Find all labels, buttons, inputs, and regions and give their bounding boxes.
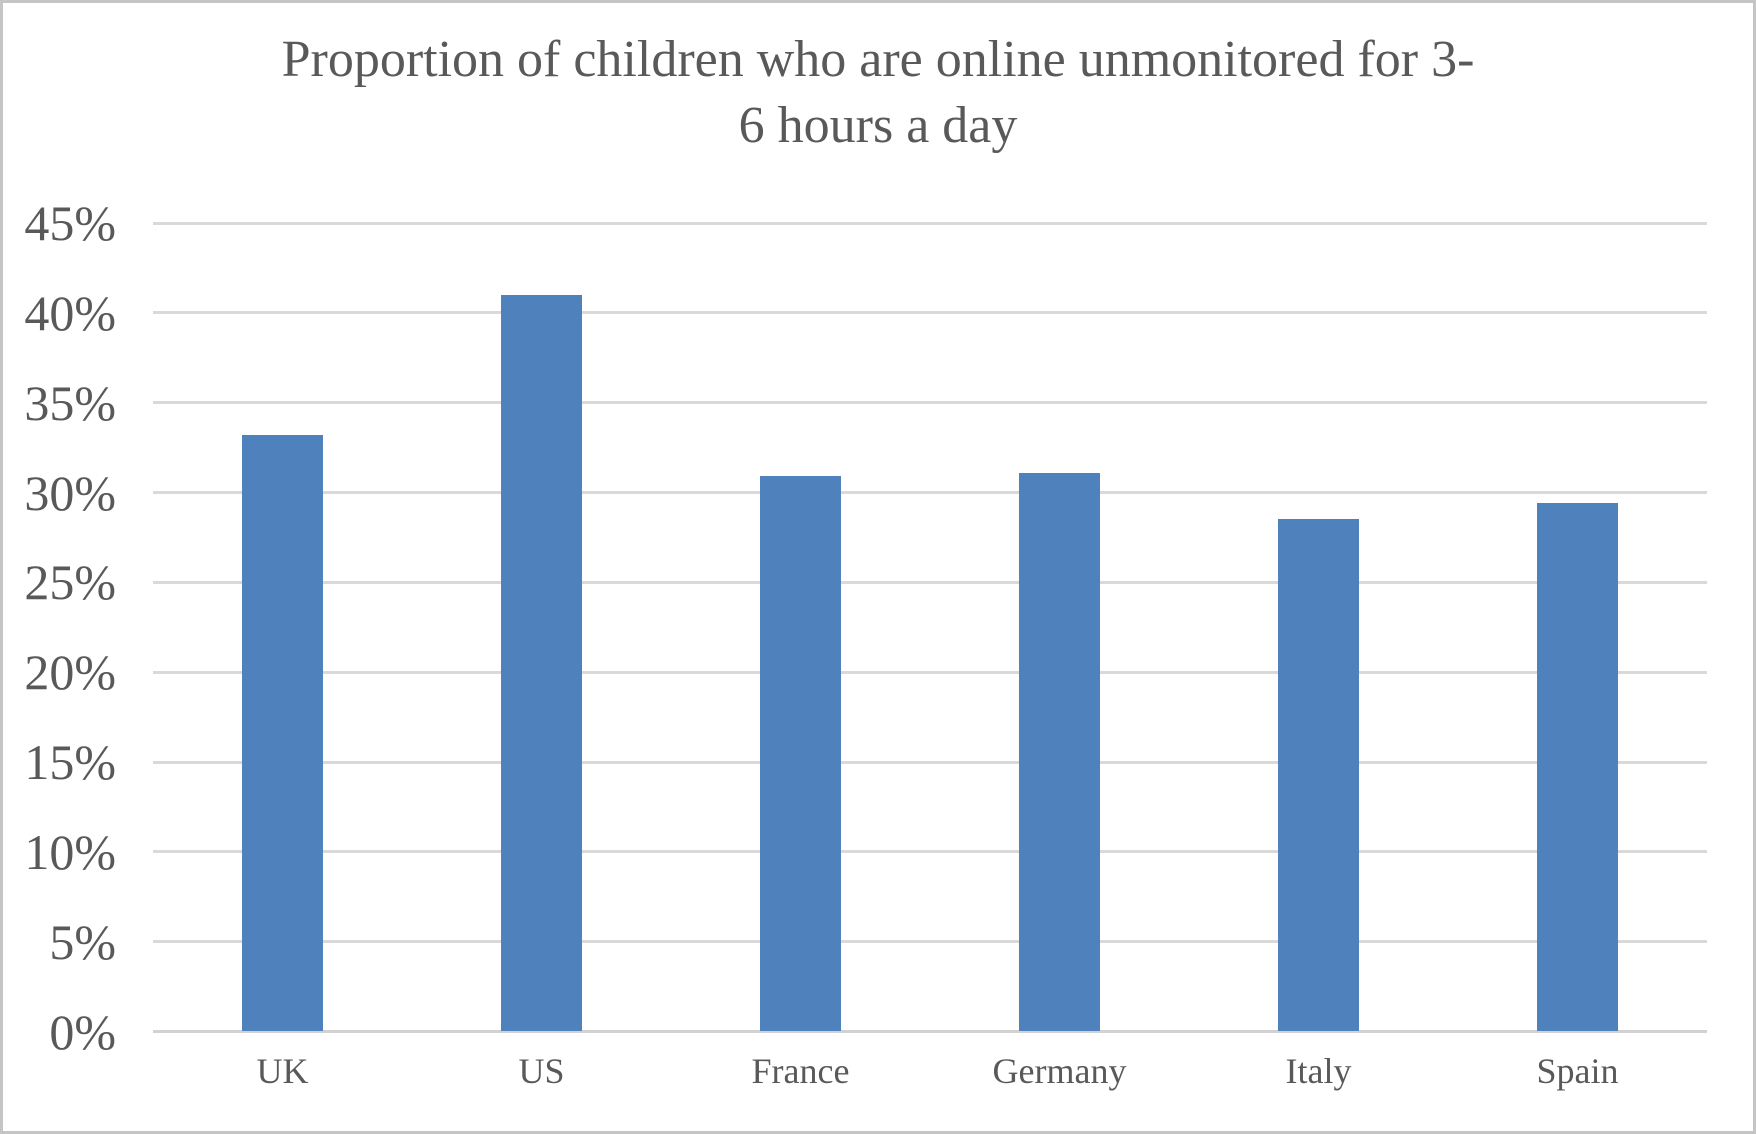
chart-title-line-1: Proportion of children who are online un… — [281, 31, 1475, 88]
bar-france — [760, 476, 841, 1032]
bar-us — [501, 294, 582, 1032]
x-axis-label-germany: Germany — [992, 1051, 1127, 1091]
gridline-30pct — [153, 491, 1707, 494]
x-axis-label-france: France — [751, 1051, 850, 1091]
x-axis-label-uk: UK — [256, 1051, 309, 1091]
bar-spain — [1537, 503, 1618, 1032]
y-axis-tick-label: 45% — [24, 195, 116, 251]
bar-uk — [242, 435, 323, 1032]
y-axis-tick-label: 5% — [49, 913, 116, 970]
gridline-40pct — [153, 311, 1707, 315]
y-axis-tick-label: 25% — [24, 554, 116, 611]
y-axis-tick-label: 40% — [24, 284, 116, 341]
gridline-5pct — [153, 940, 1707, 944]
bar-germany — [1019, 472, 1100, 1032]
y-axis-tick-label: 0% — [49, 1003, 116, 1060]
y-axis-tick-label: 30% — [24, 464, 116, 521]
plot-area: 0% 5% 10% 15% 20% 25% 30% 35% 40% 45% UK US France Ge… — [3, 3, 1753, 1131]
bar-italy — [1278, 519, 1359, 1032]
x-axis-label-italy: Italy — [1285, 1051, 1352, 1091]
gridline-35pct — [153, 401, 1707, 405]
y-axis-tick-label: 20% — [24, 644, 116, 701]
gridline-0pct — [153, 1030, 1707, 1033]
y-axis-tick-label: 10% — [24, 823, 116, 880]
y-axis-tick-label: 35% — [24, 374, 116, 431]
gridline-45pct — [153, 221, 1707, 225]
gridline-15pct — [153, 760, 1707, 764]
gridline-20pct — [153, 670, 1707, 674]
y-axis-tick-label: 15% — [24, 734, 116, 790]
x-axis-label-us: US — [518, 1051, 565, 1091]
gridline-25pct — [153, 580, 1707, 584]
gridline-10pct — [153, 850, 1707, 854]
chart-title-line-2: 6 hours a day — [738, 97, 1018, 154]
x-axis-label-spain: Spain — [1536, 1051, 1619, 1091]
chart-title: Proportion of children who are online un… — [3, 27, 1753, 159]
